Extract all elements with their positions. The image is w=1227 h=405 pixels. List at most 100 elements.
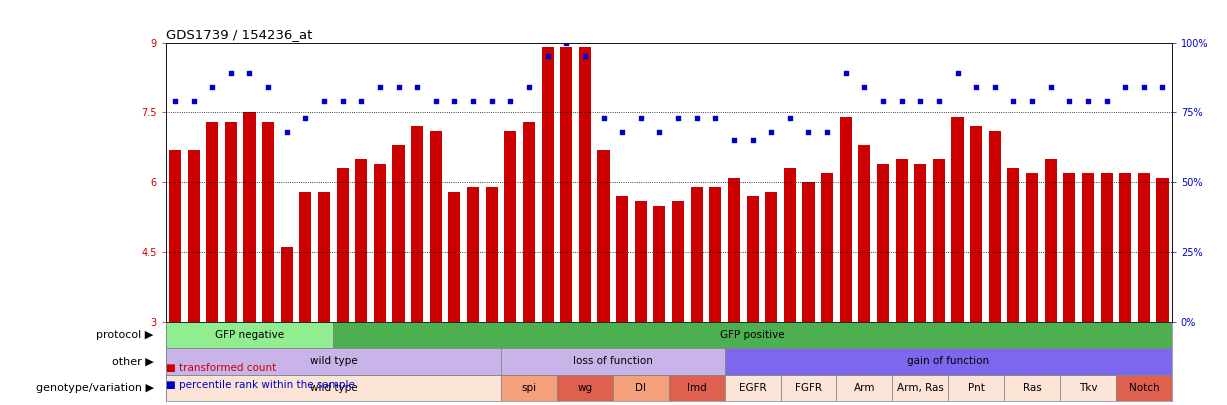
Text: gain of function: gain of function (907, 356, 989, 367)
Bar (166, 348, 501, 375)
Text: Pnt: Pnt (968, 383, 984, 393)
Point (184, 98, 204, 104)
Point (1097, 98, 1117, 104)
Bar (486, 187, 498, 322)
Bar (1082, 173, 1094, 322)
Point (780, 115, 800, 121)
Text: Arm: Arm (854, 383, 875, 393)
Point (612, 129, 632, 135)
Bar (429, 131, 442, 322)
Bar (837, 375, 892, 401)
Point (799, 129, 818, 135)
Text: ■ percentile rank within the sample: ■ percentile rank within the sample (166, 380, 355, 390)
Bar (612, 375, 669, 401)
Bar (971, 126, 982, 322)
Text: wild type: wild type (309, 356, 357, 367)
Bar (821, 173, 833, 322)
Bar (411, 126, 423, 322)
Point (202, 84, 222, 90)
Text: genotype/variation ▶: genotype/variation ▶ (36, 383, 153, 393)
Point (1134, 84, 1153, 90)
Bar (1115, 375, 1172, 401)
Bar (728, 177, 740, 322)
Point (556, 39, 575, 46)
Point (259, 84, 279, 90)
Bar (784, 168, 796, 322)
Point (1022, 98, 1042, 104)
Point (519, 84, 539, 90)
Text: protocol ▶: protocol ▶ (97, 330, 153, 340)
Bar (951, 117, 963, 322)
Text: Notch: Notch (1129, 383, 1160, 393)
Bar (672, 201, 685, 322)
Point (482, 98, 502, 104)
Bar (166, 322, 334, 348)
Bar (206, 122, 218, 322)
Bar (561, 47, 572, 322)
Text: GDS1739 / 154236_at: GDS1739 / 154236_at (166, 28, 312, 41)
Point (277, 129, 297, 135)
Bar (746, 196, 758, 322)
Point (407, 84, 427, 90)
Bar (669, 375, 725, 401)
Bar (1007, 168, 1020, 322)
Text: EGFR: EGFR (739, 383, 767, 393)
Bar (1060, 375, 1115, 401)
Bar (914, 164, 926, 322)
Point (649, 129, 669, 135)
Point (687, 115, 707, 121)
Point (296, 115, 315, 121)
Bar (780, 375, 837, 401)
Bar (1119, 173, 1131, 322)
Point (314, 98, 334, 104)
Bar (1004, 375, 1060, 401)
Bar (188, 149, 200, 322)
Bar (166, 375, 501, 401)
Bar (892, 375, 948, 401)
Bar (653, 205, 665, 322)
Bar (877, 164, 890, 322)
Point (836, 70, 855, 77)
Bar (263, 122, 274, 322)
Point (426, 98, 445, 104)
Bar (448, 192, 460, 322)
Text: wg: wg (578, 383, 593, 393)
Bar (725, 348, 1172, 375)
Text: other ▶: other ▶ (112, 356, 153, 367)
Bar (243, 112, 255, 322)
Bar (634, 201, 647, 322)
Point (1040, 84, 1060, 90)
Point (669, 115, 688, 121)
Text: loss of function: loss of function (573, 356, 653, 367)
Bar (336, 168, 348, 322)
Bar (523, 122, 535, 322)
Point (1115, 84, 1135, 90)
Bar (616, 196, 628, 322)
Point (742, 137, 762, 143)
Point (501, 98, 520, 104)
Point (537, 53, 557, 60)
Bar (225, 122, 237, 322)
Text: spi: spi (521, 383, 536, 393)
Point (371, 84, 390, 90)
Point (910, 98, 930, 104)
Text: Dl: Dl (636, 383, 647, 393)
Point (874, 98, 893, 104)
Point (594, 115, 614, 121)
Bar (299, 192, 312, 322)
Bar (989, 131, 1001, 322)
Bar (1026, 173, 1038, 322)
Point (929, 98, 948, 104)
Bar (839, 117, 852, 322)
Bar (709, 187, 721, 322)
Point (166, 98, 185, 104)
Point (892, 98, 912, 104)
Point (351, 98, 371, 104)
Bar (541, 47, 553, 322)
Bar (1137, 173, 1150, 322)
Text: Imd: Imd (687, 383, 707, 393)
Bar (579, 47, 591, 322)
Bar (504, 131, 517, 322)
Point (464, 98, 483, 104)
Text: wild type: wild type (309, 383, 357, 393)
